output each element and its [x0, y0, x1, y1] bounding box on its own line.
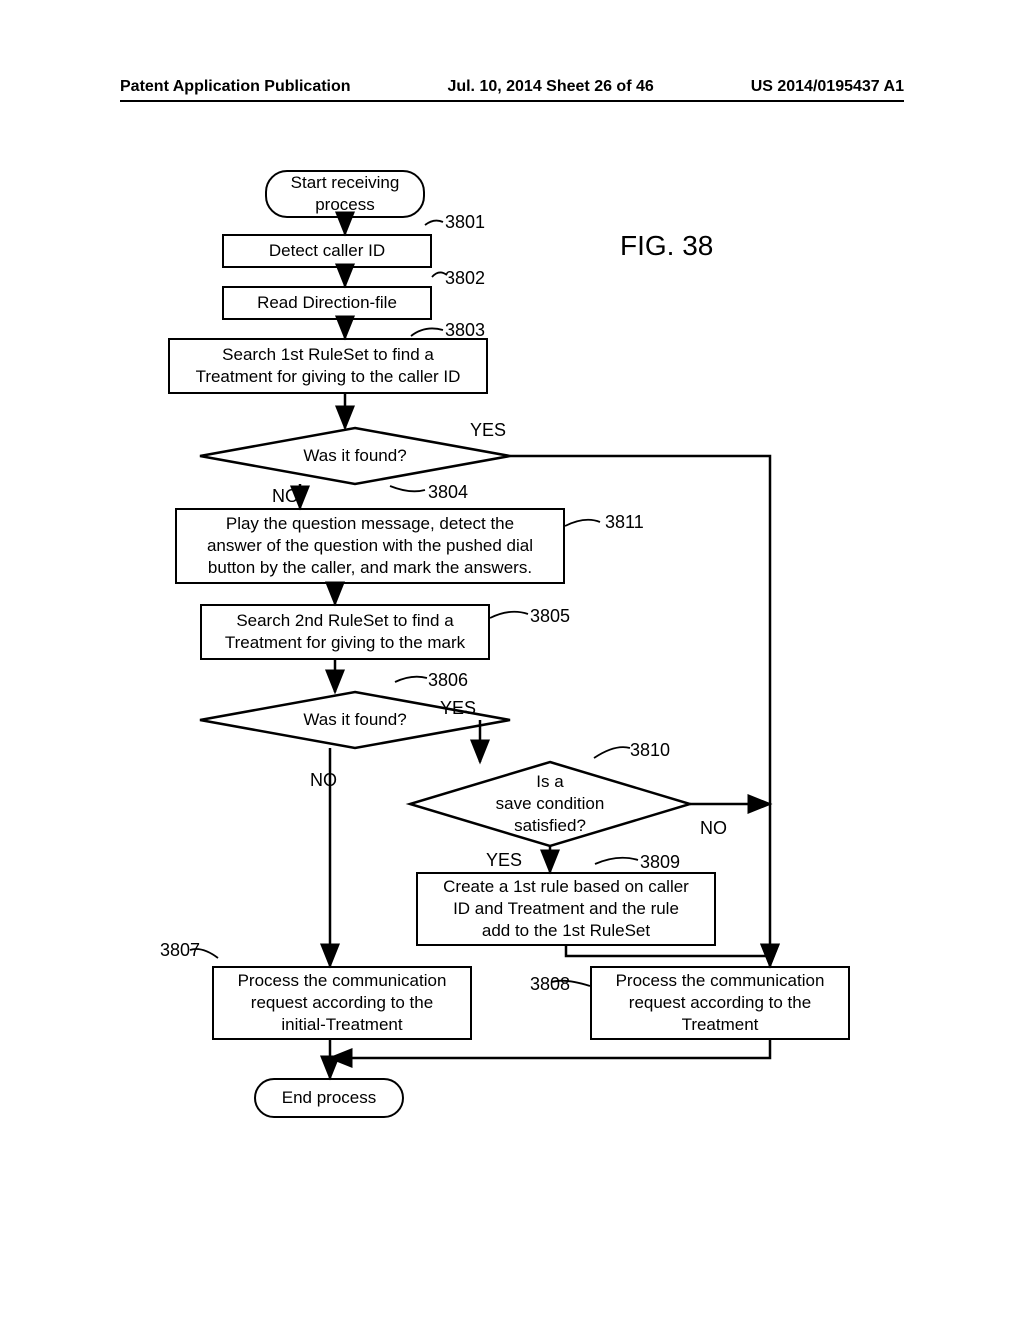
decision-3804: Was it found? [200, 428, 510, 484]
decision-3810-label: Is asave conditionsatisfied? [496, 771, 605, 837]
process-3803: Search 1st RuleSet to find aTreatment fo… [168, 338, 488, 394]
ref-3804: 3804 [428, 482, 468, 503]
start-terminator: Start receivingprocess [265, 170, 425, 218]
ref-3803: 3803 [445, 320, 485, 341]
edge-label-3804-yes: YES [470, 420, 506, 441]
process-3807: Process the communicationrequest accordi… [212, 966, 472, 1040]
header-right: US 2014/0195437 A1 [751, 78, 904, 96]
process-3811: Play the question message, detect theans… [175, 508, 565, 584]
process-3801: Detect caller ID [222, 234, 432, 268]
process-3801-label: Detect caller ID [269, 240, 385, 262]
process-3802: Read Direction-file [222, 286, 432, 320]
ref-3808: 3808 [530, 974, 570, 995]
edge-label-3806-yes: YES [440, 698, 476, 719]
decision-3806-label: Was it found? [303, 709, 406, 731]
page-header: Patent Application Publication Jul. 10, … [120, 78, 904, 102]
decision-3810: Is asave conditionsatisfied? [410, 762, 690, 846]
flowchart-canvas: Start receivingprocess Detect caller ID … [0, 150, 1024, 1250]
header-left: Patent Application Publication [120, 78, 351, 96]
end-terminator: End process [254, 1078, 404, 1118]
process-3807-label: Process the communicationrequest accordi… [238, 970, 447, 1036]
process-3805-label: Search 2nd RuleSet to find aTreatment fo… [225, 610, 465, 654]
ref-3806: 3806 [428, 670, 468, 691]
ref-3801: 3801 [445, 212, 485, 233]
process-3803-label: Search 1st RuleSet to find aTreatment fo… [196, 344, 461, 388]
decision-3804-label: Was it found? [303, 445, 406, 467]
ref-3811: 3811 [605, 512, 644, 533]
flowchart-svg [0, 150, 1024, 1250]
process-3808: Process the communicationrequest accordi… [590, 966, 850, 1040]
ref-3805: 3805 [530, 606, 570, 627]
edge-label-3810-yes: YES [486, 850, 522, 871]
edge-label-3810-no: NO [700, 818, 727, 839]
ref-3809: 3809 [640, 852, 680, 873]
ref-3802: 3802 [445, 268, 485, 289]
process-3808-label: Process the communicationrequest accordi… [616, 970, 825, 1036]
process-3802-label: Read Direction-file [257, 292, 397, 314]
process-3811-label: Play the question message, detect theans… [207, 513, 533, 579]
edge-label-3806-no: NO [310, 770, 337, 791]
process-3809: Create a 1st rule based on callerID and … [416, 872, 716, 946]
ref-3807: 3807 [160, 940, 200, 961]
edge-label-3804-no: NO [272, 486, 299, 507]
start-label: Start receivingprocess [291, 172, 400, 216]
process-3805: Search 2nd RuleSet to find aTreatment fo… [200, 604, 490, 660]
header-center: Jul. 10, 2014 Sheet 26 of 46 [447, 78, 653, 96]
process-3809-label: Create a 1st rule based on callerID and … [443, 876, 689, 942]
end-label: End process [282, 1087, 377, 1109]
ref-3810: 3810 [630, 740, 670, 761]
